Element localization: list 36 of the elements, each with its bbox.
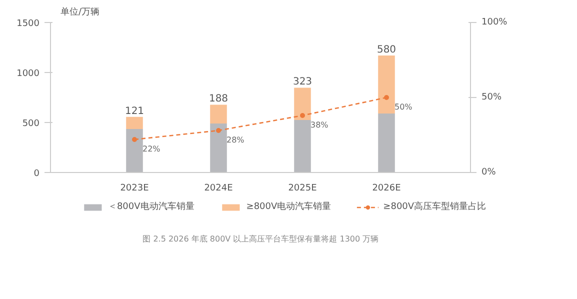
legend-label: ≥800V电动汽车销量 [246, 200, 332, 213]
data-label: 28% [226, 136, 245, 144]
bar [126, 129, 143, 172]
legend-label: ≥800V高压车型销量占比 [383, 200, 486, 213]
point [132, 137, 137, 142]
data-label: 323 [292, 76, 312, 88]
point [384, 95, 389, 100]
x-tick-label: 2024E [204, 184, 234, 194]
data-label: 50% [394, 102, 413, 112]
data-label: 580 [376, 44, 396, 56]
y2-tick-label: 0% [482, 168, 496, 178]
bar [126, 116, 143, 129]
y-tick-label: 0 [34, 169, 40, 179]
x-tick-label: 2026E [372, 184, 402, 194]
data-label: 38% [310, 120, 329, 130]
data-label: 121 [124, 106, 144, 117]
bar [210, 104, 227, 124]
x-tick-label: 2023E [120, 184, 150, 194]
caption: 图 2.5 2026 年底 800V 以上高压平台车型保有量将超 1300 万辆 [142, 234, 379, 244]
bar [210, 124, 227, 172]
y2-tick-label: 50% [482, 92, 502, 102]
legend-label: ＜800V电动汽车销量 [108, 200, 194, 213]
y-tick-label: 1000 [16, 69, 40, 79]
y2-tick-label: 100% [482, 18, 508, 28]
x-tick-label: 2025E [288, 184, 318, 194]
point [216, 128, 221, 133]
y-tick-label: 500 [22, 119, 40, 129]
data-label: 22% [142, 144, 161, 154]
y-axis-title: 单位/万辆 [60, 6, 100, 18]
bar [378, 114, 395, 172]
point [300, 113, 305, 118]
data-label: 188 [208, 94, 228, 105]
bar [378, 56, 395, 114]
bar [294, 88, 311, 120]
bar [294, 120, 311, 172]
y-tick-label: 1500 [16, 19, 40, 29]
